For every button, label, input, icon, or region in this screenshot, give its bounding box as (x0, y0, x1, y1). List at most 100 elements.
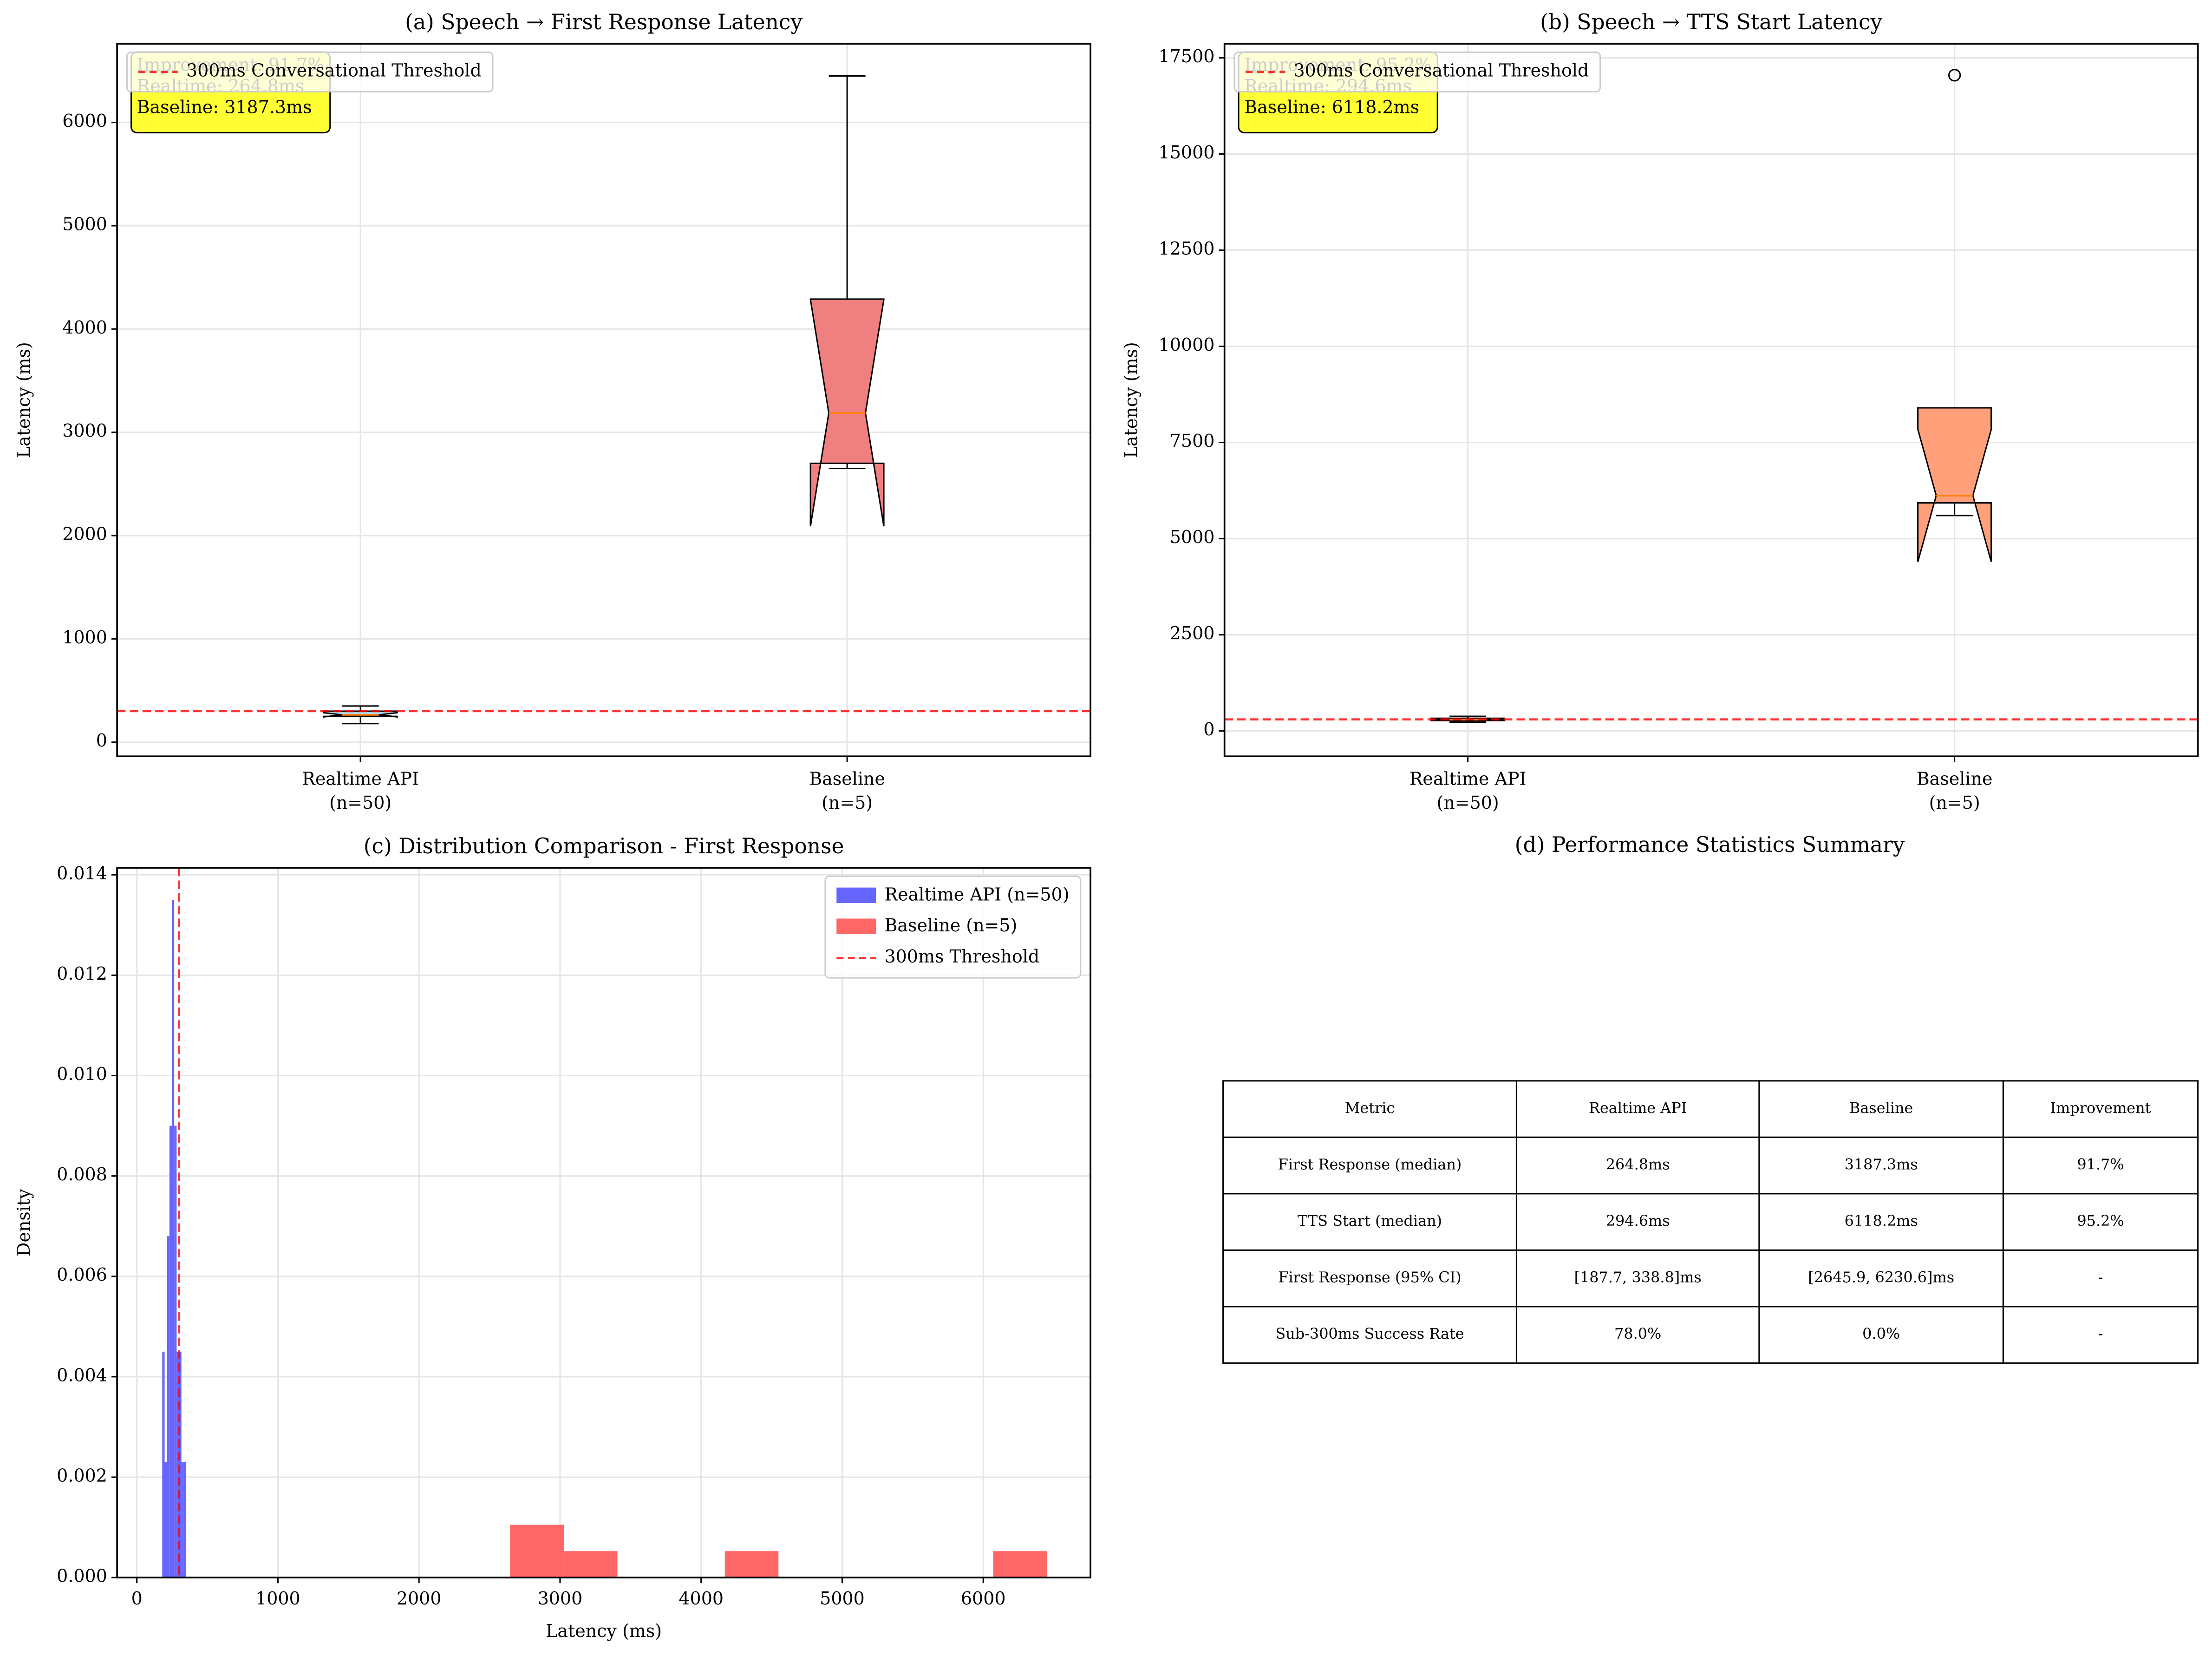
y-tick-label: 4000 (62, 317, 107, 338)
histogram-bar (164, 1462, 167, 1578)
table-header: Improvement (2050, 1099, 2151, 1117)
chart-title: (b) Speech → TTS Start Latency (1540, 10, 1882, 34)
plot-frame (1223, 43, 2199, 758)
y-tick-label: 0.008 (57, 1164, 107, 1185)
histogram-bar (176, 1351, 179, 1578)
y-tick-label: 10000 (1159, 334, 1215, 355)
y-tick-label: 17500 (1159, 46, 1215, 66)
table-cell (1758, 1306, 2004, 1364)
table-text: 264.8ms (1606, 1156, 1670, 1173)
histogram-bar (993, 1551, 1047, 1578)
y-tick-label: 5000 (62, 214, 107, 234)
y-tick-label: 0.004 (57, 1365, 107, 1385)
plot-frame (116, 43, 1091, 758)
table-cell (2002, 1193, 2199, 1251)
legend-box (824, 875, 1082, 979)
plot-frame (116, 867, 1091, 1578)
box-body (1917, 407, 1992, 562)
y-tick-label: 15000 (1159, 142, 1215, 163)
legend-label: 300ms Conversational Threshold (186, 60, 482, 80)
table-header: Realtime API (1589, 1099, 1687, 1117)
table-text: [187.7, 338.8]ms (1574, 1269, 1702, 1286)
table-text: [2645.9, 6230.6]ms (1808, 1269, 1954, 1286)
x-tick-label: Baseline (1917, 768, 1993, 789)
table-text: Sub-300ms Success Rate (1275, 1325, 1464, 1342)
table-text: 3187.3ms (1845, 1156, 1918, 1173)
table-text: 0.0% (1862, 1325, 1900, 1342)
x-tick-label: (n=50) (1437, 792, 1499, 813)
x-tick-label: 4000 (679, 1588, 724, 1609)
outlier (1948, 69, 1961, 82)
y-tick-label: 5000 (1170, 527, 1215, 547)
table-cell (1222, 1249, 1517, 1308)
table-cell (1758, 1080, 2004, 1138)
table-cell (1758, 1136, 2004, 1195)
legend-label: Baseline (n=5) (884, 915, 1017, 936)
histogram-bar (181, 1462, 184, 1578)
legend: 300ms Conversational Threshold (126, 51, 494, 92)
histogram-bar (169, 1126, 172, 1578)
y-tick-label: 0.000 (57, 1566, 107, 1586)
x-tick-label: Realtime API (302, 768, 419, 789)
legend-swatch (836, 887, 876, 903)
histogram-bar (179, 1351, 182, 1578)
x-tick-label: 3000 (538, 1588, 583, 1609)
x-tick-label: 0 (131, 1588, 143, 1609)
table-cell (2002, 1306, 2199, 1364)
annotation-text: Baseline: 6118.2ms (1244, 97, 1419, 117)
y-tick-label: 6000 (62, 111, 107, 131)
x-tick-label: 2000 (397, 1588, 442, 1609)
legend-box (126, 51, 494, 92)
y-tick-label: 3000 (62, 420, 107, 441)
x-tick-label: (n=5) (822, 792, 873, 813)
table-title: (d) Performance Statistics Summary (1515, 832, 1905, 857)
y-tick-label: 0.010 (57, 1064, 107, 1084)
table-header: Baseline (1849, 1099, 1913, 1117)
x-tick-label: 1000 (255, 1588, 300, 1609)
y-axis-label: Density (13, 1189, 34, 1257)
table-text: First Response (95% CI) (1278, 1269, 1461, 1286)
y-tick-label: 0 (1203, 719, 1214, 740)
y-tick-label: 12500 (1159, 238, 1215, 259)
table-text: 6118.2ms (1845, 1212, 1918, 1230)
histogram-bar (724, 1551, 779, 1578)
y-axis-label: Latency (ms) (1121, 342, 1142, 458)
table-cell (2002, 1080, 2199, 1138)
table-text: 95.2% (2077, 1212, 2124, 1230)
annotation-text: Baseline: 3187.3ms (137, 97, 312, 117)
legend: Realtime API (n=50) Baseline (n=5) 300ms T… (824, 875, 1082, 979)
x-axis-label: Latency (ms) (546, 1621, 662, 1641)
y-axis-label: Latency (ms) (13, 342, 34, 458)
y-tick-label: 0.014 (57, 863, 107, 884)
x-tick-label: (n=5) (1929, 792, 1980, 813)
table-text: 78.0% (1614, 1325, 1661, 1342)
table-cell (1515, 1136, 1760, 1195)
histogram-bar (174, 1126, 177, 1578)
legend: 300ms Conversational Threshold (1233, 51, 1601, 92)
chart-title: (c) Distribution Comparison - First Resp… (364, 834, 844, 858)
x-tick-label: Realtime API (1409, 768, 1527, 789)
x-tick-label: Baseline (809, 768, 885, 789)
table-text: TTS Start (median) (1298, 1212, 1442, 1230)
y-tick-label: 0.002 (57, 1465, 107, 1486)
histogram-bar (563, 1551, 618, 1578)
table-text: - (2098, 1269, 2103, 1286)
table-text: First Response (median) (1278, 1156, 1462, 1173)
x-tick-label: 6000 (961, 1588, 1006, 1609)
x-tick-label: (n=50) (329, 792, 392, 813)
y-tick-label: 7500 (1170, 431, 1215, 451)
chart-title: (a) Speech → First Response Latency (405, 10, 803, 34)
legend-label: 300ms Threshold (884, 946, 1039, 967)
table-text: 91.7% (2077, 1156, 2124, 1173)
y-tick-label: 0.012 (57, 963, 107, 984)
table-cell (2002, 1249, 2199, 1308)
table-cell (1222, 1306, 1517, 1364)
histogram-bar (167, 1236, 170, 1578)
y-tick-label: 1000 (62, 627, 107, 648)
histogram-bar (510, 1525, 564, 1578)
histogram-bar (183, 1462, 186, 1578)
table-cell (1222, 1193, 1517, 1251)
